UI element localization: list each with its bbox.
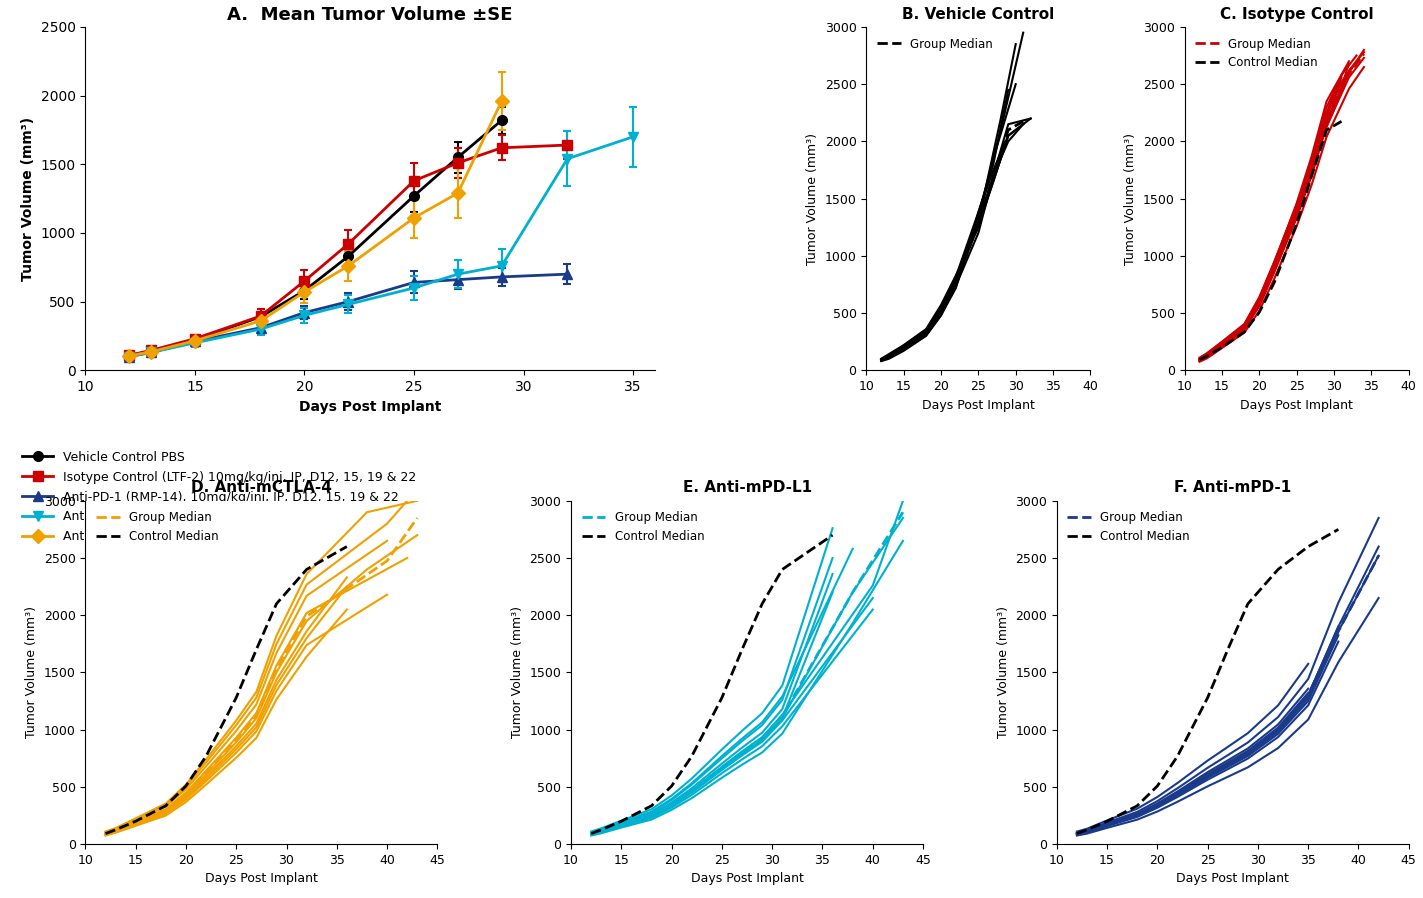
Title: F. Anti-mPD-1: F. Anti-mPD-1	[1174, 480, 1292, 496]
X-axis label: Days Post Implant: Days Post Implant	[1241, 399, 1353, 411]
Y-axis label: Tumor Volume (mm³): Tumor Volume (mm³)	[807, 133, 820, 265]
Title: A.  Mean Tumor Volume ±SE: A. Mean Tumor Volume ±SE	[228, 6, 512, 24]
X-axis label: Days Post Implant: Days Post Implant	[1177, 872, 1289, 885]
Legend: Group Median, Control Median: Group Median, Control Median	[1191, 33, 1322, 75]
Legend: Group Median, Control Median: Group Median, Control Median	[576, 506, 709, 548]
Legend: Group Median, Control Median: Group Median, Control Median	[1063, 506, 1195, 548]
Y-axis label: Tumor Volume (mm³): Tumor Volume (mm³)	[511, 606, 524, 738]
Title: D. Anti-mCTLA-4: D. Anti-mCTLA-4	[191, 480, 332, 496]
Y-axis label: Tumor Volume (mm³): Tumor Volume (mm³)	[1124, 133, 1137, 265]
Title: C. Isotype Control: C. Isotype Control	[1220, 6, 1373, 22]
Y-axis label: Tumor Volume (mm³): Tumor Volume (mm³)	[21, 117, 36, 281]
X-axis label: Days Post Implant: Days Post Implant	[922, 399, 1035, 411]
X-axis label: Days Post Implant: Days Post Implant	[690, 872, 804, 885]
Title: E. Anti-mPD-L1: E. Anti-mPD-L1	[683, 480, 811, 496]
Legend: Vehicle Control PBS, Isotype Control (LTF-2) 10mg/kg/inj, IP, D12, 15, 19 & 22, : Vehicle Control PBS, Isotype Control (LT…	[17, 445, 421, 549]
Y-axis label: Tumor Volume (mm³): Tumor Volume (mm³)	[996, 606, 1010, 738]
X-axis label: Days Post Implant: Days Post Implant	[299, 400, 441, 414]
Legend: Group Median, Control Median: Group Median, Control Median	[91, 506, 223, 548]
Y-axis label: Tumor Volume (mm³): Tumor Volume (mm³)	[26, 606, 38, 738]
X-axis label: Days Post Implant: Days Post Implant	[205, 872, 317, 885]
Title: B. Vehicle Control: B. Vehicle Control	[902, 6, 1054, 22]
Legend: Group Median: Group Median	[872, 33, 998, 56]
